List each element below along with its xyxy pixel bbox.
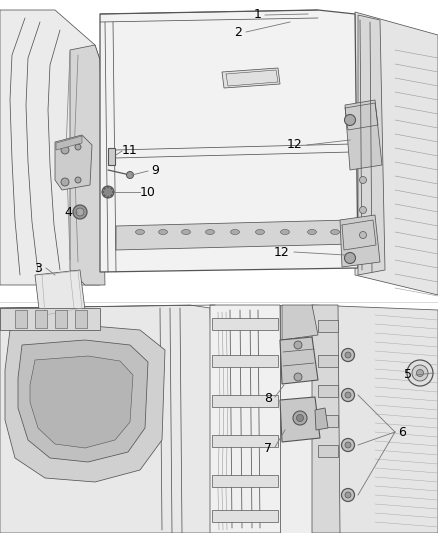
Polygon shape <box>318 320 338 332</box>
Polygon shape <box>280 337 318 384</box>
Ellipse shape <box>159 230 167 235</box>
Circle shape <box>61 146 69 154</box>
Circle shape <box>342 349 354 361</box>
Circle shape <box>104 188 105 189</box>
Circle shape <box>345 392 351 398</box>
Polygon shape <box>212 318 278 330</box>
Circle shape <box>342 389 354 401</box>
Circle shape <box>294 373 302 381</box>
Circle shape <box>345 115 356 125</box>
Polygon shape <box>100 10 358 272</box>
Circle shape <box>75 177 81 183</box>
Text: 7: 7 <box>264 441 272 455</box>
Polygon shape <box>312 305 438 533</box>
Circle shape <box>342 489 354 502</box>
Polygon shape <box>0 10 100 285</box>
Polygon shape <box>0 308 100 330</box>
Polygon shape <box>210 305 282 533</box>
Polygon shape <box>5 325 165 482</box>
Ellipse shape <box>255 230 265 235</box>
Text: 11: 11 <box>122 143 138 157</box>
Circle shape <box>342 439 354 451</box>
Polygon shape <box>212 435 278 447</box>
Circle shape <box>102 186 114 198</box>
Circle shape <box>293 411 307 425</box>
Circle shape <box>75 144 81 150</box>
Circle shape <box>107 196 109 198</box>
Text: 9: 9 <box>151 164 159 176</box>
Circle shape <box>73 205 87 219</box>
Polygon shape <box>18 340 148 462</box>
Circle shape <box>412 365 428 381</box>
Text: 6: 6 <box>398 425 406 439</box>
Ellipse shape <box>331 230 339 235</box>
Polygon shape <box>212 510 278 522</box>
Circle shape <box>345 492 351 498</box>
Polygon shape <box>70 45 105 285</box>
Polygon shape <box>222 68 280 88</box>
Text: 10: 10 <box>140 185 156 198</box>
Ellipse shape <box>230 230 240 235</box>
Circle shape <box>345 352 351 358</box>
Text: 2: 2 <box>234 26 242 38</box>
Polygon shape <box>55 310 67 328</box>
Circle shape <box>297 415 304 422</box>
Circle shape <box>417 369 424 376</box>
Polygon shape <box>212 395 278 407</box>
Circle shape <box>111 195 112 196</box>
Polygon shape <box>318 355 338 367</box>
Circle shape <box>294 341 302 349</box>
Polygon shape <box>15 310 27 328</box>
Polygon shape <box>280 305 312 533</box>
Polygon shape <box>35 310 47 328</box>
Polygon shape <box>318 445 338 457</box>
Polygon shape <box>345 100 382 170</box>
Circle shape <box>111 188 112 189</box>
Text: 5: 5 <box>404 368 412 382</box>
Ellipse shape <box>307 230 317 235</box>
Ellipse shape <box>205 230 215 235</box>
Text: 3: 3 <box>34 262 42 274</box>
Polygon shape <box>340 215 380 267</box>
Polygon shape <box>318 415 338 427</box>
Circle shape <box>407 360 433 386</box>
Polygon shape <box>315 408 328 430</box>
Circle shape <box>61 178 69 186</box>
Text: 12: 12 <box>274 246 290 259</box>
Text: 8: 8 <box>264 392 272 405</box>
Circle shape <box>107 186 109 188</box>
Polygon shape <box>35 270 85 318</box>
Polygon shape <box>116 220 353 250</box>
Polygon shape <box>212 355 278 367</box>
Circle shape <box>360 206 367 214</box>
Polygon shape <box>212 475 278 487</box>
Polygon shape <box>56 136 82 150</box>
Circle shape <box>345 442 351 448</box>
Circle shape <box>360 176 367 183</box>
Ellipse shape <box>181 230 191 235</box>
Circle shape <box>360 231 367 238</box>
Polygon shape <box>282 305 318 340</box>
Circle shape <box>112 191 114 193</box>
Polygon shape <box>358 15 385 275</box>
Polygon shape <box>280 397 320 442</box>
Polygon shape <box>355 12 438 295</box>
Circle shape <box>102 191 104 193</box>
Circle shape <box>127 172 134 179</box>
Polygon shape <box>0 305 215 533</box>
Ellipse shape <box>280 230 290 235</box>
Circle shape <box>76 208 84 216</box>
Circle shape <box>345 253 356 263</box>
Polygon shape <box>318 385 338 397</box>
Polygon shape <box>108 148 115 165</box>
Text: 4: 4 <box>64 206 72 220</box>
Polygon shape <box>312 305 340 533</box>
Text: 1: 1 <box>254 9 262 21</box>
Polygon shape <box>30 356 133 448</box>
Text: 12: 12 <box>287 139 303 151</box>
Ellipse shape <box>135 230 145 235</box>
Circle shape <box>104 195 105 196</box>
Polygon shape <box>75 310 87 328</box>
Polygon shape <box>55 135 92 190</box>
